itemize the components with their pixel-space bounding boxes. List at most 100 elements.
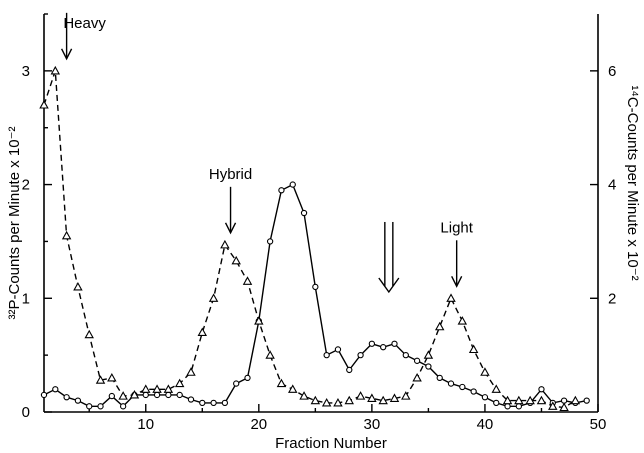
data-point-circle: [233, 380, 240, 387]
data-point-circle: [459, 383, 466, 391]
data-point-triangle: [208, 293, 219, 302]
data-point-circle: [425, 363, 432, 370]
data-point-triangle: [174, 378, 185, 388]
x-tick-label: 10: [137, 416, 154, 433]
data-point-circle: [538, 386, 545, 393]
annotation-label: Hybrid: [209, 166, 252, 183]
data-point-circle: [86, 403, 93, 410]
data-point-triangle: [378, 395, 388, 405]
data-point-triangle: [434, 321, 445, 331]
data-point-triangle: [502, 395, 513, 405]
data-point-circle: [63, 394, 70, 401]
data-point-triangle: [186, 367, 196, 376]
data-point-triangle: [61, 230, 72, 240]
data-point-triangle: [333, 397, 343, 407]
y-left-tick-label: 0: [22, 404, 30, 421]
data-point-circle: [447, 380, 455, 387]
data-point-triangle: [84, 329, 94, 339]
data-point-triangle: [548, 401, 558, 410]
annotation-label: Light: [440, 219, 473, 236]
data-point-triangle: [231, 255, 241, 265]
data-point-circle: [74, 397, 82, 404]
data-point-circle: [142, 391, 149, 399]
y-left-tick-label: 2: [22, 177, 30, 194]
data-point-triangle: [401, 391, 411, 400]
data-point-circle: [244, 374, 251, 382]
data-point-triangle: [152, 384, 162, 393]
data-point-triangle: [457, 316, 468, 325]
annotation-arrow-head: [224, 222, 237, 235]
data-point-circle: [210, 399, 217, 407]
annotation-arrow-head: [451, 275, 463, 288]
data-point-circle: [560, 397, 568, 404]
data-point-circle: [165, 391, 172, 399]
data-point-circle: [493, 399, 500, 407]
data-point-triangle: [310, 395, 321, 405]
data-point-triangle: [50, 65, 61, 75]
data-point-triangle: [468, 344, 479, 354]
data-point-triangle: [107, 372, 117, 382]
y-right-tick-label: 4: [608, 177, 616, 194]
y-left-tick-label: 1: [22, 290, 30, 307]
data-point-circle: [119, 403, 127, 410]
x-tick-label: 30: [364, 416, 381, 433]
data-point-circle: [108, 392, 115, 400]
data-point-triangle: [446, 293, 456, 302]
data-point-circle: [52, 386, 59, 393]
data-point-triangle: [355, 391, 366, 400]
data-point-triangle: [491, 384, 501, 393]
data-point-circle: [413, 357, 421, 364]
data-point-triangle: [265, 350, 275, 359]
series-layer: [39, 65, 590, 412]
data-point-circle: [221, 399, 229, 407]
data-point-circle: [312, 283, 319, 291]
data-point-circle: [334, 346, 342, 353]
data-point-triangle: [129, 390, 140, 399]
data-point-circle: [153, 391, 161, 399]
x-tick-label: 20: [250, 416, 267, 433]
annotation-arrow-head: [60, 48, 73, 61]
data-point-circle: [481, 394, 489, 401]
data-point-circle: [436, 374, 443, 382]
data-point-triangle: [559, 402, 569, 412]
data-point-triangle: [367, 393, 377, 402]
x-tick-label: 40: [477, 416, 494, 433]
data-point-triangle: [95, 375, 106, 384]
data-point-circle: [357, 351, 364, 359]
data-point-triangle: [389, 393, 400, 402]
data-point-circle: [470, 388, 477, 395]
data-point-triangle: [197, 327, 208, 336]
data-point-triangle: [525, 395, 535, 405]
data-point-triangle: [254, 316, 264, 325]
data-point-triangle: [570, 395, 581, 405]
data-point-triangle: [141, 384, 151, 393]
y-axis-label-left: ³²P-Counts per Minute x 10⁻²: [6, 127, 23, 320]
data-point-triangle: [242, 276, 253, 285]
data-point-circle: [266, 238, 274, 245]
data-point-circle: [504, 403, 511, 410]
data-point-triangle: [480, 367, 490, 376]
data-point-triangle: [118, 391, 128, 400]
data-point-triangle: [163, 384, 174, 393]
data-point-triangle: [276, 378, 287, 388]
data-point-circle: [380, 344, 387, 351]
series-line-dashed: [43, 70, 576, 409]
x-axis-label: Fraction Number: [275, 435, 387, 452]
data-point-circle: [323, 351, 330, 359]
data-point-circle: [300, 209, 308, 217]
data-point-circle: [583, 397, 590, 404]
data-point-triangle: [514, 395, 524, 405]
data-point-circle: [515, 403, 523, 410]
data-point-circle: [289, 181, 296, 188]
y-axis-label-right: ¹⁴C-Counts per Minute x 10⁻²: [624, 85, 641, 280]
data-point-circle: [391, 340, 398, 347]
data-point-circle: [278, 187, 285, 194]
data-point-triangle: [321, 397, 332, 407]
annotation-label: Heavy: [63, 15, 106, 32]
data-point-circle: [97, 403, 104, 410]
x-tick-label: 50: [590, 416, 607, 433]
data-point-triangle: [287, 384, 298, 393]
data-point-triangle: [423, 350, 434, 359]
data-point-circle: [187, 396, 195, 403]
